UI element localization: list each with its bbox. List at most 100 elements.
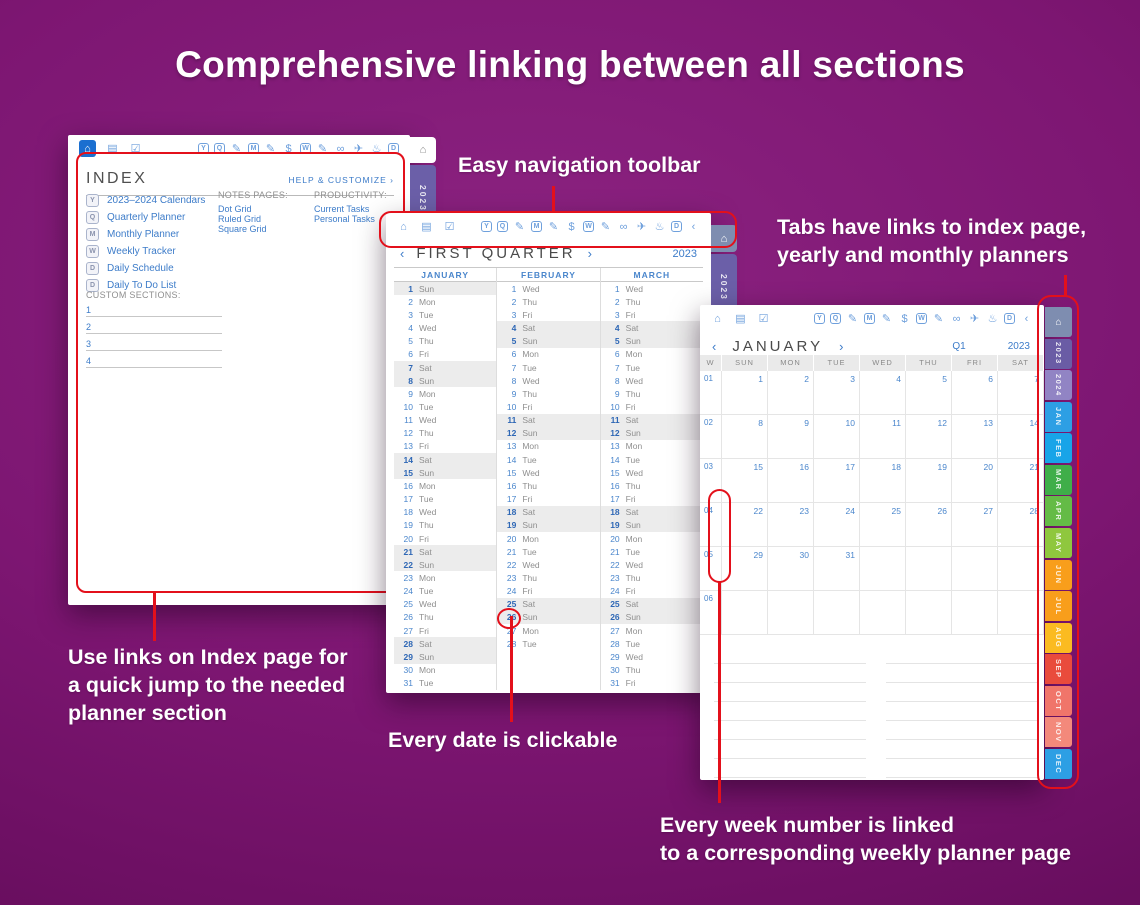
celebration-icon[interactable]: ♨ (654, 221, 665, 233)
date-number[interactable]: 11 (610, 415, 620, 426)
date-number[interactable]: 6 (511, 349, 517, 360)
date-number[interactable]: 16 (610, 480, 620, 491)
date-number[interactable]: 17 (506, 494, 517, 505)
date-number[interactable]: 29 (403, 651, 413, 662)
date-number[interactable]: 31 (610, 678, 620, 689)
date-cell[interactable]: 7 (998, 371, 1044, 414)
date-number[interactable]: 21 (403, 546, 413, 557)
quarter-year-link[interactable]: 2023 (672, 247, 697, 260)
date-number[interactable]: 14 (610, 454, 620, 465)
date-row[interactable]: 28 Tue (601, 637, 703, 650)
month-name-link[interactable]: MARCH (600, 268, 703, 282)
date-cell[interactable]: 8 (722, 415, 768, 458)
date-row[interactable]: 2 Mon (394, 295, 496, 308)
date-cell[interactable]: 25 (860, 503, 906, 546)
date-row[interactable]: 6 Fri (394, 348, 496, 361)
date-number[interactable]: 8 (511, 375, 517, 386)
date-number[interactable]: 23 (610, 573, 620, 584)
date-number[interactable]: 29 (610, 651, 620, 662)
date-number[interactable]: 19 (506, 520, 517, 531)
index-section-link[interactable]: M Monthly Planner (86, 226, 205, 243)
date-row[interactable]: 13 Mon (497, 440, 599, 453)
weekly-notes-icon[interactable]: ✎ (600, 221, 611, 233)
weekly-planner-icon[interactable]: W (916, 313, 927, 324)
date-number[interactable]: 23 (506, 573, 517, 584)
date-number[interactable]: 26 (610, 612, 620, 623)
date-row[interactable]: 11 Sat (497, 413, 600, 427)
date-row[interactable]: 22 Wed (497, 558, 599, 571)
date-row[interactable]: 26 Thu (394, 611, 496, 624)
date-cell[interactable]: 20 (952, 459, 998, 502)
tab-nov[interactable]: NOV (1045, 717, 1072, 748)
date-cell[interactable]: 27 (952, 503, 998, 546)
date-row[interactable]: 12 Sun (497, 426, 600, 440)
date-row[interactable]: 7 Tue (497, 361, 599, 374)
date-cell[interactable]: 15 (722, 459, 768, 502)
date-number[interactable]: 22 (610, 559, 620, 570)
date-number[interactable]: 2 (408, 296, 413, 307)
date-number[interactable]: 28 (403, 638, 413, 649)
date-row[interactable]: 23 Mon (394, 571, 496, 584)
monthly-notes-icon[interactable]: ✎ (548, 221, 559, 233)
date-row[interactable]: 14 Sat (394, 453, 497, 467)
date-row[interactable]: 3 Fri (497, 308, 599, 321)
date-cell[interactable]: 31 (814, 547, 860, 590)
date-row[interactable]: 25 Sat (600, 597, 703, 611)
date-row[interactable]: 7 Sat (394, 360, 497, 375)
date-row[interactable]: 31 Fri (601, 677, 703, 690)
home-icon[interactable]: ⌂ (714, 312, 721, 325)
date-row[interactable]: 2 Thu (497, 295, 599, 308)
travel-icon[interactable]: ✈ (353, 143, 364, 155)
date-number[interactable]: 25 (403, 599, 413, 610)
date-number[interactable]: 13 (506, 441, 517, 452)
date-row[interactable]: 5 Sun (600, 334, 703, 348)
daily-planner-icon[interactable]: D (1004, 313, 1015, 324)
date-number[interactable]: 20 (506, 533, 517, 544)
date-cell[interactable]: 9 (768, 415, 814, 458)
monthly-notes-icon[interactable]: ✎ (881, 313, 892, 325)
date-row[interactable]: 25 Sat (497, 597, 600, 611)
date-number[interactable]: 24 (506, 586, 517, 597)
date-cell[interactable]: 19 (906, 459, 952, 502)
date-number[interactable]: 20 (610, 533, 620, 544)
tab-apr[interactable]: APR (1045, 496, 1072, 527)
custom-section-row[interactable]: 3 (86, 334, 222, 351)
productivity-link[interactable]: Personal Tasks (314, 214, 375, 224)
date-number[interactable]: 6 (408, 349, 413, 360)
custom-section-row[interactable]: 1 (86, 300, 222, 317)
date-number[interactable]: 19 (403, 520, 413, 531)
date-cell[interactable]: 26 (906, 503, 952, 546)
date-number[interactable]: 2 (614, 296, 620, 307)
daily-planner-icon[interactable]: D (671, 221, 682, 232)
date-row[interactable]: 9 Thu (497, 387, 599, 400)
date-number[interactable]: 17 (403, 494, 413, 505)
date-row[interactable]: 8 Sun (394, 374, 497, 388)
tab-mar[interactable]: MAR (1045, 464, 1072, 495)
tab-oct[interactable]: OCT (1045, 685, 1072, 716)
date-row[interactable]: 2 Thu (601, 295, 703, 308)
back-chevron-icon[interactable]: ‹ (1024, 312, 1029, 325)
date-row[interactable]: 21 Tue (601, 545, 703, 558)
date-number[interactable]: 12 (506, 428, 517, 439)
notes-icon[interactable]: ▤ (421, 221, 432, 233)
date-row[interactable]: 24 Fri (601, 585, 703, 598)
date-number[interactable]: 18 (403, 507, 413, 518)
tab-jan[interactable]: JAN (1045, 401, 1072, 432)
date-number[interactable]: 2 (511, 296, 517, 307)
date-number[interactable]: 30 (610, 665, 620, 676)
date-number[interactable]: 21 (610, 546, 620, 557)
quarter-link[interactable]: Q1 (952, 340, 966, 352)
travel-icon[interactable]: ✈ (969, 313, 980, 325)
note-line[interactable] (886, 759, 1038, 778)
date-row[interactable]: 18 Sat (600, 505, 703, 519)
date-row[interactable]: 8 Wed (601, 374, 703, 387)
note-line[interactable] (714, 759, 866, 778)
date-number[interactable]: 24 (610, 586, 620, 597)
date-row[interactable]: 7 Tue (601, 361, 703, 374)
date-number[interactable]: 12 (403, 428, 413, 439)
tab-may[interactable]: MAY (1045, 527, 1072, 558)
date-row[interactable]: 4 Sat (600, 321, 703, 335)
date-cell[interactable]: 17 (814, 459, 860, 502)
monthly-planner-icon[interactable]: M (531, 221, 542, 232)
date-number[interactable]: 13 (610, 441, 620, 452)
